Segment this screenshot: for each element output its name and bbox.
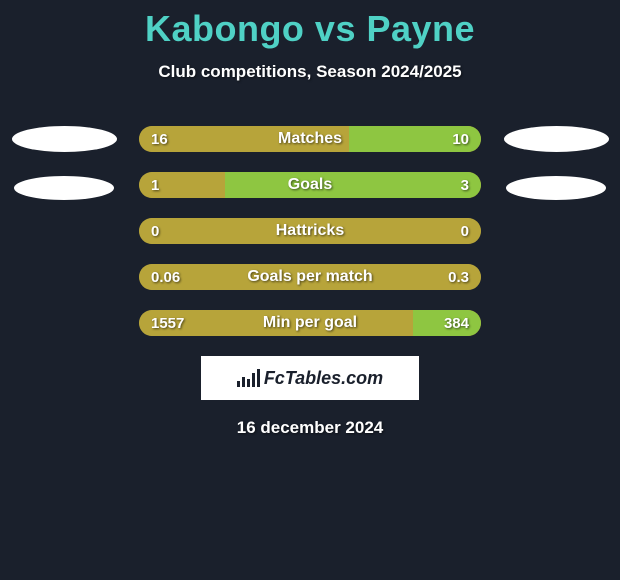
stat-bar: 0.06Goals per match0.3 — [139, 264, 481, 290]
stat-label: Goals — [139, 172, 481, 198]
stat-label: Hattricks — [139, 218, 481, 244]
page-title: Kabongo vs Payne — [0, 8, 620, 50]
date-label: 16 december 2024 — [0, 418, 620, 438]
branding-box: FcTables.com — [201, 356, 419, 400]
stat-bar: 16Matches10 — [139, 126, 481, 152]
branding-text: FcTables.com — [264, 368, 383, 389]
right-player-col — [501, 126, 611, 200]
stat-bar: 0Hattricks0 — [139, 218, 481, 244]
stat-right-value: 3 — [461, 172, 469, 198]
stat-right-value: 0 — [461, 218, 469, 244]
stat-bar: 1557Min per goal384 — [139, 310, 481, 336]
stat-right-value: 384 — [444, 310, 469, 336]
stat-label: Goals per match — [139, 264, 481, 290]
subtitle: Club competitions, Season 2024/2025 — [0, 62, 620, 82]
player-badge-placeholder — [12, 126, 117, 152]
player-badge-placeholder — [506, 176, 606, 200]
player-badge-placeholder — [504, 126, 609, 152]
stat-bars: 16Matches10 1Goals3 0Hattricks0 0.06Goals p… — [139, 126, 481, 336]
stat-right-value: 10 — [452, 126, 469, 152]
comparison-section: 16Matches10 1Goals3 0Hattricks0 0.06Goals p… — [0, 126, 620, 336]
left-player-col — [9, 126, 119, 200]
chart-icon — [237, 369, 260, 387]
stat-label: Min per goal — [139, 310, 481, 336]
stat-bar: 1Goals3 — [139, 172, 481, 198]
player-badge-placeholder — [14, 176, 114, 200]
stat-label: Matches — [139, 126, 481, 152]
stat-right-value: 0.3 — [448, 264, 469, 290]
